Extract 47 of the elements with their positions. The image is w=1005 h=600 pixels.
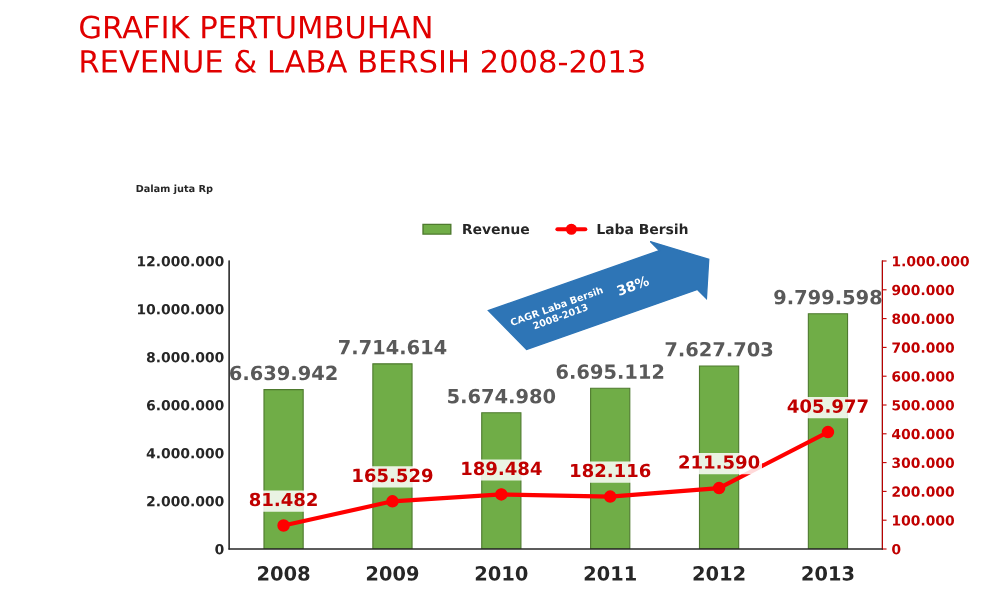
- data-label: 5.674.980: [448, 388, 556, 404]
- data-label: 165.529: [353, 468, 433, 483]
- y-tick-label: 8.000.000: [146, 351, 224, 363]
- legend-label: Laba Bersih: [597, 223, 688, 235]
- data-label: 7.714.614: [339, 339, 447, 355]
- y-tick-label: 0: [215, 543, 224, 555]
- y2-tick-label: 800.000: [892, 313, 955, 325]
- y2-tick-label: 0: [892, 543, 901, 555]
- point: [712, 481, 726, 495]
- y2-tick-label: 300.000: [892, 457, 955, 469]
- x-tick-label: 2011: [584, 566, 636, 581]
- x-tick-label: 2013: [802, 566, 854, 581]
- x-tick-label: 2012: [693, 566, 745, 581]
- y-tick-label: 12.000.000: [137, 255, 224, 267]
- x-tick-label: 2010: [475, 566, 528, 581]
- data-label: 6.639.942: [230, 365, 337, 381]
- text: Dalam juta Rp: [136, 184, 213, 195]
- y2-tick-label: 700.000: [892, 342, 955, 353]
- chart-title: GRAFIK PERTUMBUHAN REVENUE & LABA BERSIH 2008-2013: [80, 15, 644, 73]
- data-label: 6.695.112: [556, 364, 664, 379]
- annotation: 38%: [616, 275, 650, 296]
- point: [386, 495, 399, 508]
- data-label: 211.590: [679, 455, 760, 469]
- y2-tick-label: 900.000: [892, 284, 955, 296]
- y-tick-label: 6.000.000: [146, 399, 224, 411]
- y-tick-label: 2.000.000: [147, 495, 224, 507]
- x-tick-label: 2009: [366, 566, 419, 581]
- point: [495, 488, 508, 501]
- y2-tick-label: 100.000: [892, 515, 955, 526]
- data-label: 405.977: [787, 399, 868, 413]
- data-label: 7.627.703: [665, 341, 773, 357]
- x-tick-label: 2008: [258, 566, 310, 581]
- point: [603, 490, 617, 503]
- y2-tick-label: 200.000: [892, 486, 955, 497]
- y2-tick-label: 500.000: [892, 399, 955, 411]
- data-label: 189.484: [462, 461, 542, 476]
- y2-tick-label: 600.000: [892, 371, 955, 382]
- data-label: 182.116: [571, 463, 651, 478]
- y-tick-label: 10.000.000: [137, 303, 224, 315]
- point: [821, 425, 835, 439]
- data-label: 81.482: [249, 492, 317, 507]
- point: [277, 519, 290, 532]
- y2-tick-label: 400.000: [892, 428, 955, 440]
- y2-tick-label: 1.000.000: [892, 255, 969, 267]
- y-tick-label: 4.000.000: [146, 447, 224, 459]
- legend-label: Revenue: [463, 223, 530, 235]
- data-label: 9.799.598: [774, 289, 882, 305]
